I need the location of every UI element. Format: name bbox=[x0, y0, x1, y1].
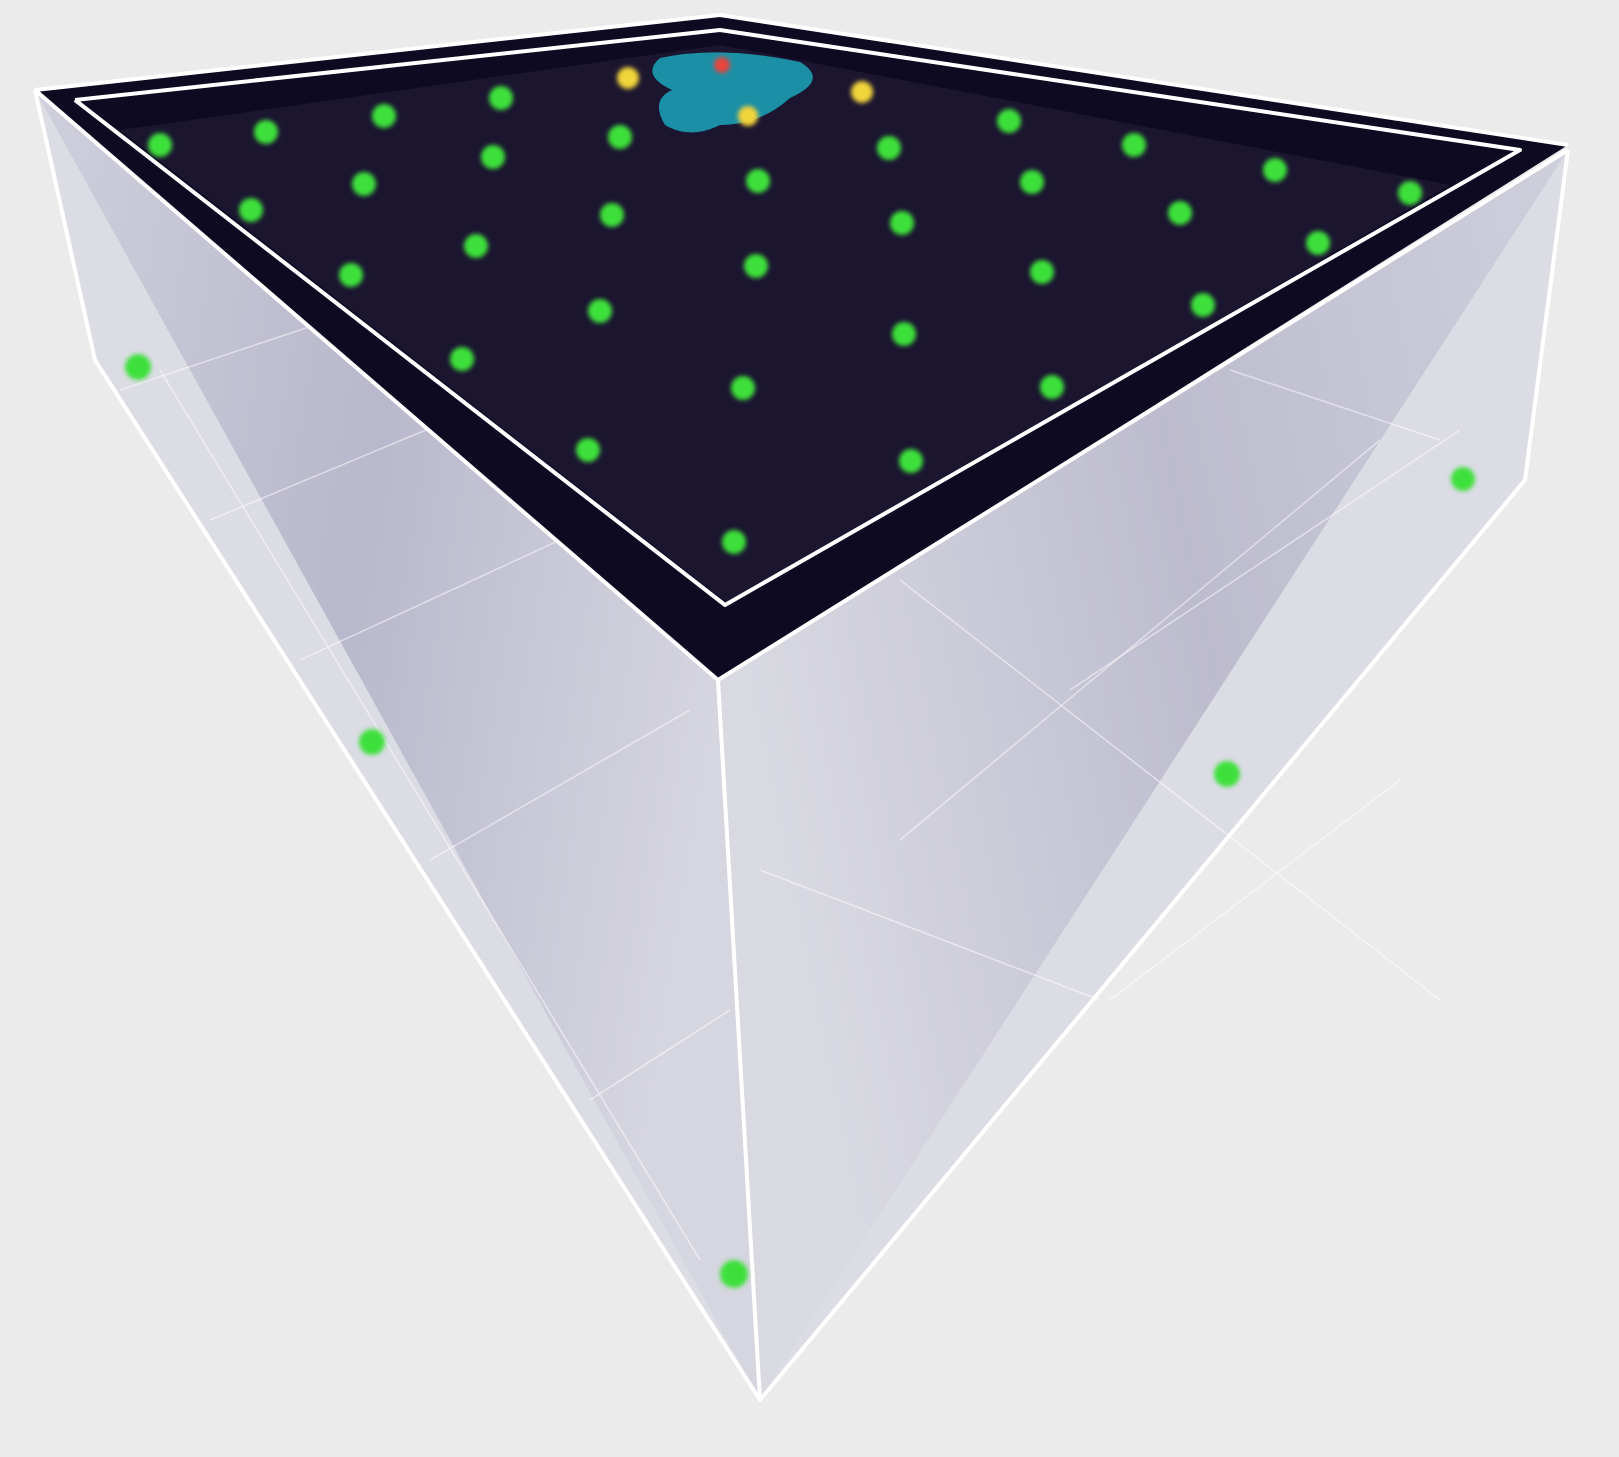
puddle bbox=[652, 52, 813, 133]
warning-sensor bbox=[617, 67, 639, 89]
top-surface bbox=[120, 45, 1450, 605]
top-edge bbox=[34, 13, 1569, 147]
front-edge bbox=[716, 679, 762, 1401]
alert-sensor bbox=[714, 57, 730, 73]
outline bbox=[33, 89, 1570, 1402]
box bbox=[33, 13, 1570, 1402]
sensors bbox=[125, 57, 1475, 1288]
green-sensors bbox=[125, 86, 1475, 1288]
grid-lines bbox=[119, 319, 1461, 1261]
inner-edge bbox=[73, 28, 1522, 607]
warning-sensor bbox=[851, 81, 873, 103]
left-face bbox=[35, 90, 760, 1400]
right-face bbox=[718, 150, 1568, 1400]
warning-sensor bbox=[738, 106, 758, 126]
